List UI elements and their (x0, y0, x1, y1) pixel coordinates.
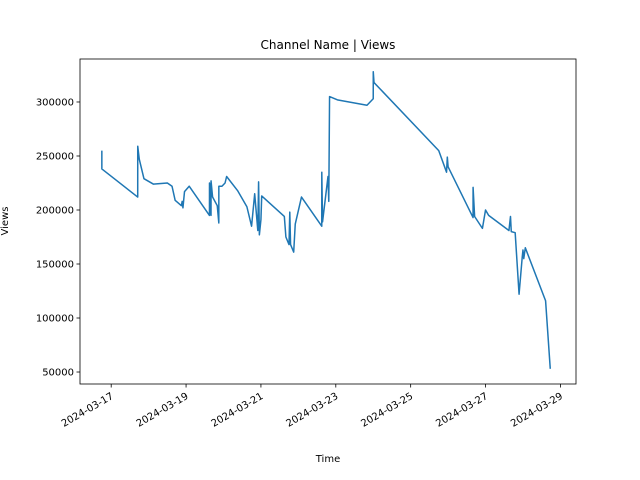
y-tick-label: 200000 (36, 205, 74, 216)
y-tick-label: 300000 (36, 97, 74, 108)
x-tick-label: 2024-03-23 (284, 391, 340, 430)
y-tick-label: 150000 (36, 260, 74, 271)
chart-title: Channel Name | Views (261, 38, 396, 52)
y-tick-label: 250000 (36, 151, 74, 162)
y-tick-label: 50000 (42, 368, 74, 379)
y-axis-label: Views (0, 207, 11, 236)
data-line (101, 71, 552, 369)
x-tick-label: 2024-03-27 (434, 391, 490, 430)
x-tick-label: 2024-03-25 (359, 391, 415, 430)
y-tick-label: 100000 (36, 314, 74, 325)
x-tick-label: 2024-03-21 (210, 391, 266, 430)
plot-frame (79, 58, 577, 385)
x-axis-label: Time (315, 454, 340, 465)
x-tick-label: 2024-03-17 (60, 391, 116, 430)
x-tick-label: 2024-03-19 (135, 391, 191, 430)
x-tick-label: 2024-03-29 (509, 391, 565, 430)
